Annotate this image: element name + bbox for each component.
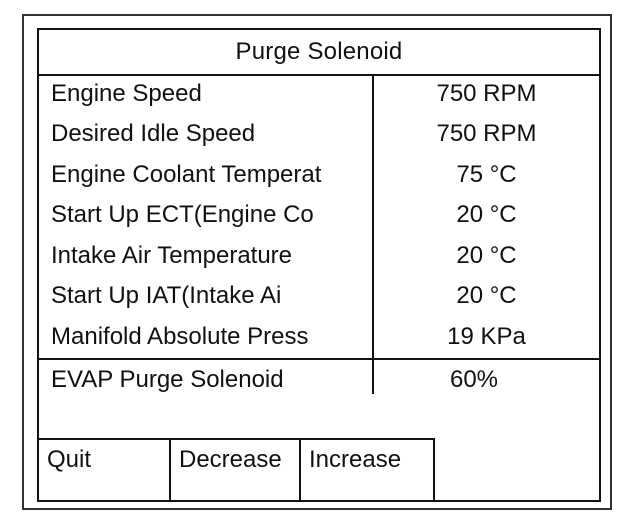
screen-title: Purge Solenoid	[39, 30, 599, 76]
parameter-row-startup-ect: Start Up ECT(Engine Co 20 °C	[39, 195, 599, 235]
parameter-value: 20 °C	[456, 282, 517, 309]
control-label: EVAP Purge Solenoid	[51, 366, 284, 393]
parameter-row-engine-coolant-temperature: Engine Coolant Temperat 75 °C	[39, 155, 599, 195]
softkey-bar: Quit Decrease Increase	[39, 438, 435, 500]
parameter-value: 750 RPM	[436, 80, 537, 107]
control-row-evap-purge-solenoid: EVAP Purge Solenoid 60%	[39, 360, 599, 400]
parameter-list: Engine Speed 750 RPM Desired Idle Speed …	[39, 74, 599, 360]
parameter-value: 75 °C	[456, 161, 517, 188]
quit-button[interactable]: Quit	[39, 438, 171, 500]
parameter-value: 20 °C	[456, 242, 517, 269]
parameter-label: Manifold Absolute Press	[51, 323, 309, 350]
control-value: 60%	[449, 366, 499, 393]
parameter-label: Start Up ECT(Engine Co	[51, 201, 314, 228]
parameter-row-desired-idle-speed: Desired Idle Speed 750 RPM	[39, 114, 599, 154]
parameter-value: 19 KPa	[447, 323, 526, 350]
increase-button[interactable]: Increase	[301, 438, 435, 500]
parameter-row-engine-speed: Engine Speed 750 RPM	[39, 74, 599, 114]
column-divider	[372, 74, 374, 394]
parameter-row-intake-air-temperature: Intake Air Temperature 20 °C	[39, 236, 599, 276]
decrease-button[interactable]: Decrease	[171, 438, 301, 500]
device-outer-frame	[22, 14, 612, 510]
parameter-row-manifold-absolute-pressure: Manifold Absolute Press 19 KPa	[39, 317, 599, 357]
parameter-row-startup-iat: Start Up IAT(Intake Ai 20 °C	[39, 276, 599, 316]
parameter-label: Intake Air Temperature	[51, 242, 293, 269]
parameter-label: Desired Idle Speed	[51, 120, 256, 147]
parameter-label: Engine Coolant Temperat	[51, 161, 322, 188]
scan-tool-screen: Purge Solenoid Engine Speed 750 RPM Desi…	[37, 28, 601, 502]
parameter-value: 750 RPM	[436, 120, 537, 147]
parameter-label: Engine Speed	[51, 80, 202, 107]
parameter-label: Start Up IAT(Intake Ai	[51, 282, 282, 309]
parameter-value: 20 °C	[456, 201, 517, 228]
